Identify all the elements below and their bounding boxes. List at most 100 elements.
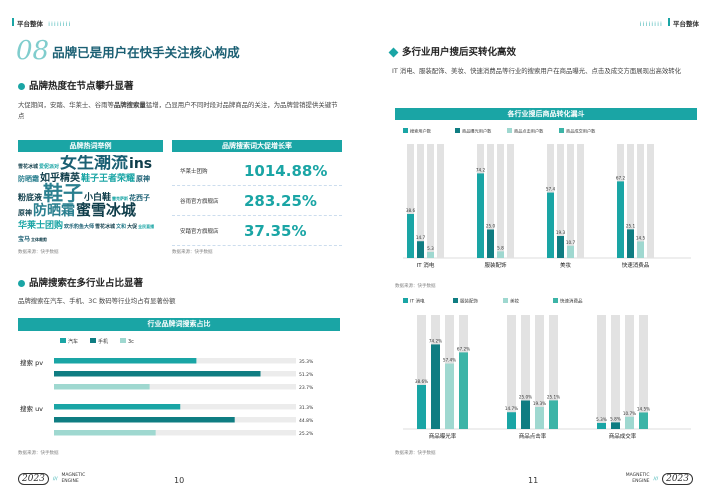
growth-label: 谷雨官方旗舰店 xyxy=(180,198,219,205)
legend-swatch xyxy=(90,338,96,343)
rate-chart-source: 数据来源：快手数据 xyxy=(395,451,436,456)
bar-value-label: 14.7% xyxy=(505,406,518,411)
bar xyxy=(417,384,426,429)
category-label: IT 消电 xyxy=(417,261,435,269)
legend-label: 商品点击用户数 xyxy=(514,128,544,135)
bar-track xyxy=(627,144,634,258)
wordcloud: 雪花冰城爱伲派对女生潮流ins防晒霜如乎精英鞋子王者荣耀原神粉底液鞋子小白鞋雷克… xyxy=(18,155,163,245)
footer-year: 2023 xyxy=(662,473,693,485)
legend-swatch xyxy=(503,298,508,303)
bar xyxy=(54,430,156,436)
bar-value-label: 5.8% xyxy=(610,416,621,421)
bar-value-label: 5.3% xyxy=(596,417,607,422)
legend-swatch xyxy=(403,298,408,303)
wordcloud-word: 立体裁剪 xyxy=(31,236,48,242)
bar xyxy=(597,422,606,429)
right-page-number: 11 xyxy=(528,476,539,485)
bar-value-label: 38.6% xyxy=(415,379,428,384)
bar xyxy=(445,363,454,429)
category-label: 服装配饰 xyxy=(484,261,507,269)
category-label: 商品曝光率 xyxy=(429,432,457,440)
bar-track xyxy=(597,315,606,429)
bar xyxy=(637,241,644,258)
bar xyxy=(431,344,440,429)
legend-label: 商品曝光用户数 xyxy=(462,128,492,135)
bar xyxy=(567,245,574,258)
bar xyxy=(54,384,150,390)
wordcloud-word: 蜜雪冰城 xyxy=(76,200,137,219)
bar-value-label: 5.8 xyxy=(497,245,504,250)
bar-track xyxy=(437,144,444,258)
wordcloud-word: 粉底液 xyxy=(18,192,42,202)
category-label: 商品点击率 xyxy=(519,432,547,440)
bar xyxy=(459,352,468,429)
bar-value-label: 67.2 xyxy=(616,175,626,180)
bar xyxy=(427,251,434,258)
wordcloud-word: 文和 xyxy=(116,224,127,231)
bar xyxy=(535,406,544,429)
growth-value: 1014.88% xyxy=(244,161,328,180)
section-number: 08 xyxy=(16,36,50,66)
bullet-icon xyxy=(18,280,25,287)
bar-value-label: 51.2% xyxy=(299,372,314,378)
growth-row: 华莱士团购 1014.88% xyxy=(172,156,342,186)
wordcloud-word: 鞋子王者荣耀 xyxy=(81,174,136,185)
wordcloud-word: 华莱士团购 xyxy=(18,221,64,232)
left-header-tag: 平台整体 ⁞⁞⁞⁞⁞⁞⁞⁞ xyxy=(12,11,71,30)
funnel-chart: 搜索用户数 商品曝光用户数 商品点击用户数 商品成交用户数 38.6 14.7 5.3 IT … xyxy=(403,128,691,269)
legend-label: IT 消电 xyxy=(410,298,425,305)
bar-value-label: 5.3 xyxy=(427,246,434,251)
bar-track xyxy=(577,144,584,258)
bar xyxy=(547,192,554,258)
wordcloud-word: 原神 xyxy=(136,175,151,184)
bar xyxy=(407,213,414,258)
bar-value-label: 14.7 xyxy=(416,235,426,240)
legend-label: 快速消费品 xyxy=(560,298,583,305)
bar-value-label: 14.5% xyxy=(637,406,650,411)
text-part: 大促期间，安踏、华莱士、谷雨等 xyxy=(18,101,114,109)
bar xyxy=(611,422,620,429)
wordcloud-word: ins xyxy=(129,156,153,172)
bar-value-label: 25.0 xyxy=(486,224,496,229)
bar-value-label: 19.3 xyxy=(556,230,566,235)
wordcloud-word: 如乎精英 xyxy=(40,173,80,185)
growth-list: 华莱士团购 1014.88% 谷雨官方旗舰店 283.25% 安踏官方旗舰店 37.35% xyxy=(172,156,342,246)
text-part: 猛增，凸显用户不同时段对品牌商品的关注，为品牌营销提供关键节点 xyxy=(18,101,338,120)
wordcloud-source: 数据来源：快手数据 xyxy=(18,250,59,255)
bar-track xyxy=(647,144,654,258)
bar xyxy=(625,416,634,429)
bar-track xyxy=(487,144,494,258)
funnel-chart-source: 数据来源：快手数据 xyxy=(395,284,436,289)
bar-value-label: 25.2% xyxy=(299,431,314,437)
footer-year: 2023 xyxy=(18,473,49,485)
bar-value-label: 74.2% xyxy=(429,338,442,343)
bar-value-label: 19.3% xyxy=(533,401,546,406)
footer-slashes: /// xyxy=(52,476,58,482)
wordcloud-word: 原神 xyxy=(18,208,32,217)
bar xyxy=(54,358,197,364)
wordcloud-word: 防晒霜 xyxy=(33,202,75,219)
bar xyxy=(54,371,261,377)
legend-swatch xyxy=(453,298,458,303)
heading-text: 品牌搜索在多行业占比显著 xyxy=(29,278,144,289)
legend-swatch xyxy=(559,128,564,133)
left-section2-heading: 品牌搜索在多行业占比显著 xyxy=(18,275,143,289)
bar-track xyxy=(521,315,530,429)
page-title: 品牌已是用户在快手关注核心构成 xyxy=(52,44,240,60)
bar-track xyxy=(637,144,644,258)
wordcloud-word: 鞋子 xyxy=(43,180,83,205)
bar-value-label: 38.6 xyxy=(406,208,416,213)
bar-value-label: 10.7% xyxy=(623,411,636,416)
wordcloud-word: 爱伲派对 xyxy=(39,164,60,170)
bar-track xyxy=(417,144,424,258)
category-label: 搜索 pv xyxy=(20,358,43,367)
growth-value: 283.25% xyxy=(244,191,317,210)
bar xyxy=(549,400,558,429)
bar-value-label: 14.5 xyxy=(636,235,646,240)
bar-value-label: 31.3% xyxy=(299,405,314,411)
right-section1-text: IT 消电、服装配饰、美妆、快速消费品等行业的搜索用户在商品曝光、点击及成交方面… xyxy=(392,67,682,75)
wordcloud-word: 小白鞋 xyxy=(84,192,112,203)
growth-label: 安踏官方旗舰店 xyxy=(180,228,219,235)
legend-label: 手机 xyxy=(98,338,108,345)
bar xyxy=(639,412,648,429)
